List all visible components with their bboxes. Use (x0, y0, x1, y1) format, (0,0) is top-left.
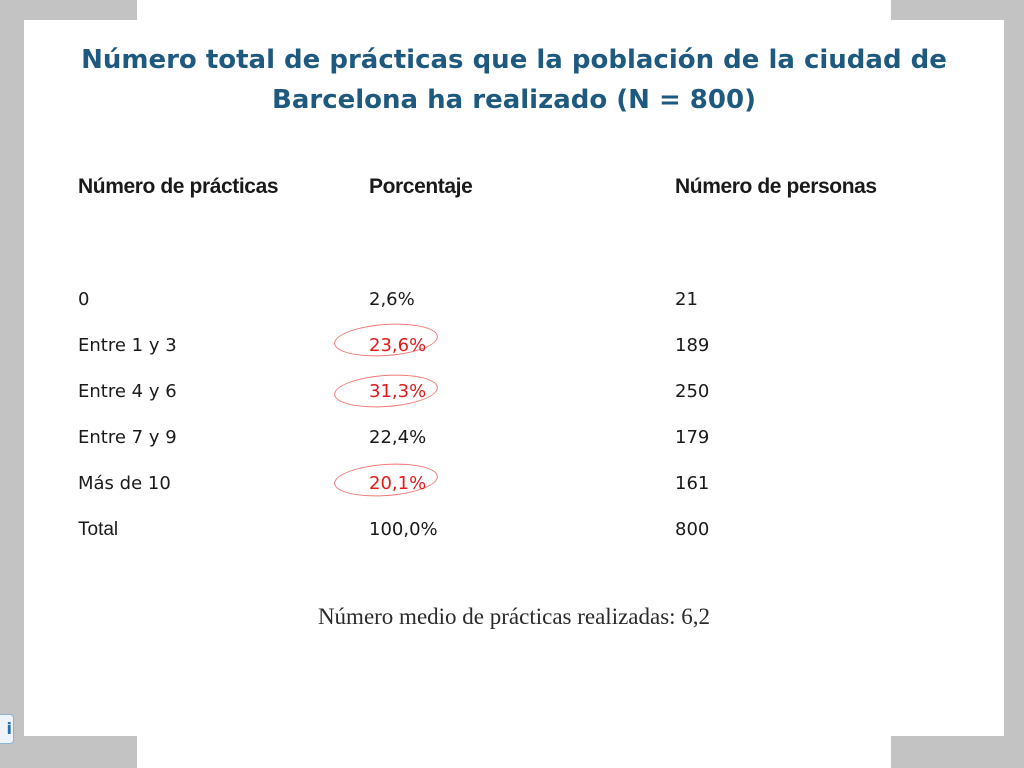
column-header-personas: Número de personas (675, 175, 877, 198)
row-0-practicas: 0 (78, 289, 90, 310)
row-4-personas: 161 (675, 473, 710, 494)
viewer-logo-glyph: i (6, 719, 12, 738)
row-2-personas: 250 (675, 381, 710, 402)
row-4-practicas: Más de 10 (78, 473, 171, 494)
column-header-porcentaje: Porcentaje (369, 175, 473, 198)
page-top-strip (137, 0, 891, 20)
row-0-porcentaje: 2,6% (369, 289, 415, 310)
row-1-porcentaje: 23,6% (369, 335, 427, 356)
row-5-practicas: Total (78, 519, 119, 540)
column-header-practicas: Número de prácticas (78, 175, 279, 198)
viewer-logo-icon[interactable]: i (0, 714, 14, 744)
row-1-practicas: Entre 1 y 3 (78, 335, 177, 356)
slide-title-line-1: Número total de prácticas que la poblaci… (81, 45, 947, 75)
row-3-practicas: Entre 7 y 9 (78, 427, 177, 448)
page-bottom-strip (137, 736, 891, 768)
row-3-porcentaje: 22,4% (369, 427, 427, 448)
row-4-porcentaje: 20,1% (369, 473, 427, 494)
row-5-personas: 800 (675, 519, 710, 540)
row-2-practicas: Entre 4 y 6 (78, 381, 177, 402)
row-5-porcentaje: 100,0% (369, 519, 438, 540)
slide-page: Número total de prácticas que la poblaci… (24, 20, 1004, 736)
row-3-personas: 179 (675, 427, 710, 448)
row-2-porcentaje: 31,3% (369, 381, 427, 402)
slide-title-line-2: Barcelona ha realizado (N = 800) (272, 85, 756, 115)
slide-title: Número total de prácticas que la poblaci… (24, 40, 1004, 120)
footer-note: Número medio de prácticas realizadas: 6,… (317, 604, 711, 629)
row-1-personas: 189 (675, 335, 710, 356)
row-0-personas: 21 (675, 289, 698, 310)
